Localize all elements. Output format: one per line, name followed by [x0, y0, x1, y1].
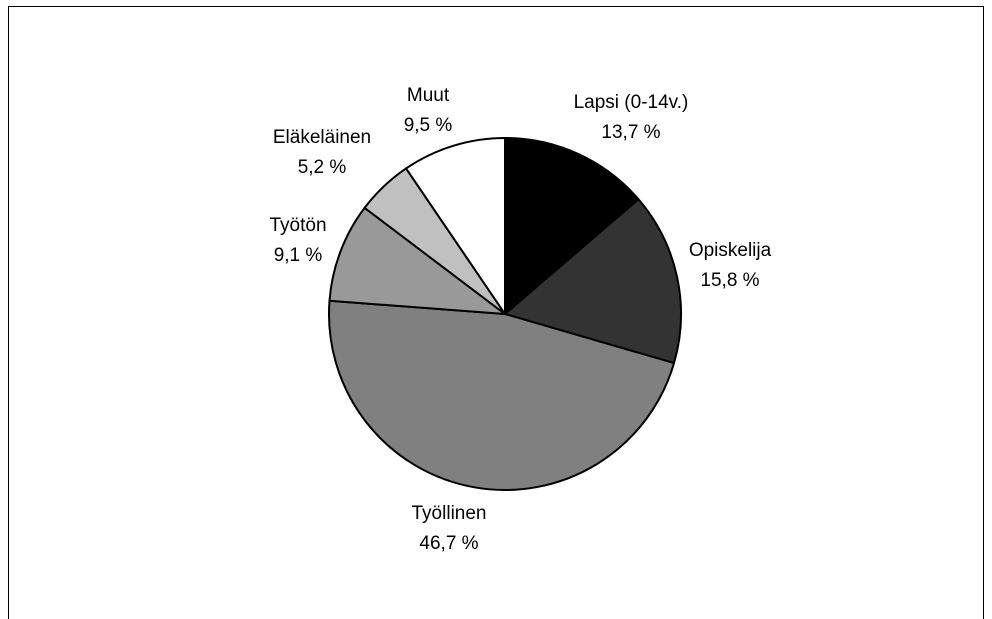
- slice-label-opiskelija-name: Opiskelija: [689, 240, 772, 261]
- chart-frame: [8, 6, 984, 619]
- slice-label-lapsi-name: Lapsi (0-14v.): [574, 92, 689, 113]
- slice-label-lapsi-value: 13,7 %: [601, 122, 660, 143]
- slice-label-muut: Muut 9,5 %: [404, 85, 453, 136]
- slice-label-tyoton: Työtön 9,1 %: [269, 215, 326, 266]
- pie-slices: [328, 137, 682, 491]
- pie-slice-tyoton: [328, 206, 506, 315]
- slice-label-tyollinen-value: 46,7 %: [419, 533, 478, 554]
- slice-label-muut-value: 9,5 %: [404, 115, 453, 136]
- pie-slice-tyollinen: [328, 299, 676, 491]
- slice-label-opiskelija: Opiskelija 15,8 %: [689, 240, 772, 291]
- slice-label-tyoton-value: 9,1 %: [274, 245, 323, 266]
- slice-label-elakelainen: Eläkeläinen 5,2 %: [273, 127, 371, 178]
- slice-label-elakelainen-value: 5,2 %: [298, 157, 347, 178]
- pie-slice-muut: [405, 137, 506, 315]
- slice-label-tyoton-name: Työtön: [269, 215, 326, 236]
- slice-label-muut-name: Muut: [407, 85, 450, 106]
- slice-label-elakelainen-name: Eläkeläinen: [273, 127, 371, 148]
- slice-label-lapsi: Lapsi (0-14v.) 13,7 %: [574, 92, 689, 143]
- pie-slice-lapsi: [504, 137, 640, 315]
- pie-slice-opiskelija: [504, 198, 682, 365]
- slice-label-tyollinen: Työllinen 46,7 %: [412, 503, 487, 554]
- slice-label-opiskelija-value: 15,8 %: [700, 270, 759, 291]
- slice-label-tyollinen-name: Työllinen: [412, 503, 487, 524]
